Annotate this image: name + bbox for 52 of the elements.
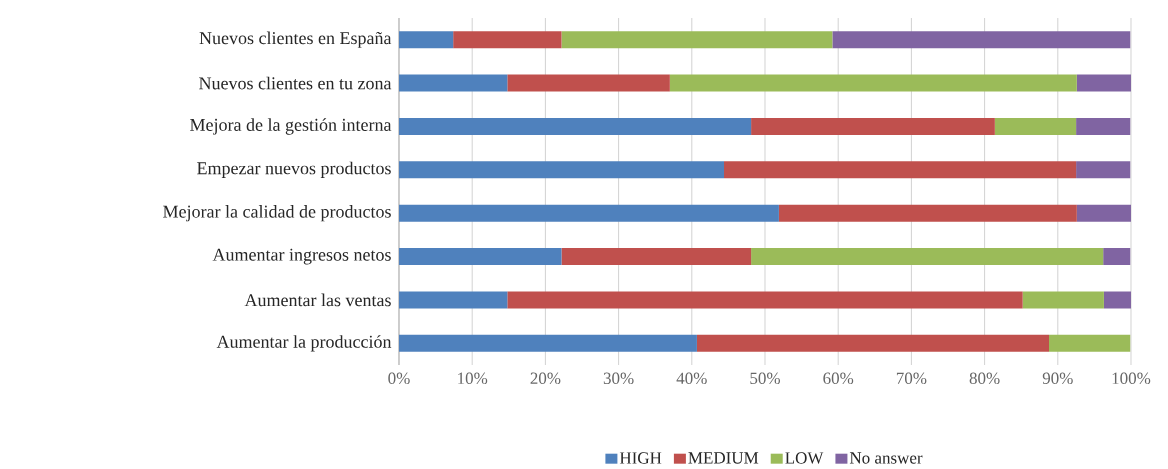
- bar: [399, 74, 508, 92]
- bar: [399, 117, 752, 135]
- bar: [751, 248, 1104, 266]
- legend-label: MEDIUM: [688, 452, 759, 464]
- x-tick-label: 30%: [603, 372, 634, 385]
- bar: [399, 204, 779, 222]
- bar: [1103, 291, 1131, 309]
- bar: [696, 334, 1050, 352]
- bar: [1076, 74, 1131, 92]
- bar: [1022, 291, 1104, 309]
- x-tick-label: 0%: [388, 372, 410, 385]
- bar: [561, 248, 752, 266]
- bar: [399, 31, 454, 49]
- bar: [669, 74, 1077, 92]
- bar: [751, 117, 995, 135]
- bar: [453, 31, 562, 49]
- bar: [832, 31, 1131, 49]
- bar: [561, 31, 833, 49]
- x-tick-label: 20%: [530, 372, 561, 385]
- legend-label: LOW: [785, 452, 824, 464]
- bar: [507, 291, 1023, 309]
- y-tick-label: Mejora de la gestión interna: [190, 118, 392, 135]
- bar: [399, 248, 562, 266]
- bar: [507, 74, 670, 92]
- y-tick-label: Aumentar las ventas: [244, 293, 391, 307]
- bar: [1076, 204, 1131, 222]
- y-tick-label: Aumentar la producción: [216, 335, 392, 352]
- bar: [399, 291, 508, 309]
- y-tick-label: Empezar nuevos productos: [197, 161, 391, 178]
- bar: [1076, 117, 1131, 135]
- x-tick-label: 60%: [823, 372, 854, 385]
- legend-label: No answer: [849, 452, 923, 464]
- y-tick-label: Aumentar ingresos netos: [212, 248, 391, 265]
- x-tick-label: 10%: [458, 372, 488, 385]
- bar: [1103, 248, 1131, 266]
- x-tick-label: 50%: [750, 372, 780, 385]
- x-tick-label: 70%: [896, 372, 927, 385]
- bar: [399, 161, 725, 179]
- x-tick-label: 40%: [676, 372, 707, 385]
- legend-label: HIGH: [619, 452, 662, 464]
- x-tick-label: 90%: [1042, 372, 1073, 385]
- y-tick-label: Mejorar la calidad de productos: [163, 204, 391, 222]
- bar: [1076, 161, 1131, 179]
- x-tick-label: 80%: [969, 372, 1000, 385]
- bar: [724, 161, 1077, 179]
- x-tick-label: 100%: [1112, 372, 1151, 385]
- bar: [994, 117, 1077, 135]
- y-tick-label: Nuevos clientes en España: [199, 31, 392, 48]
- y-tick-label: Nuevos clientes en tu zona: [199, 76, 392, 90]
- bar: [1049, 334, 1131, 352]
- bar: [778, 204, 1077, 222]
- bar: [399, 334, 697, 352]
